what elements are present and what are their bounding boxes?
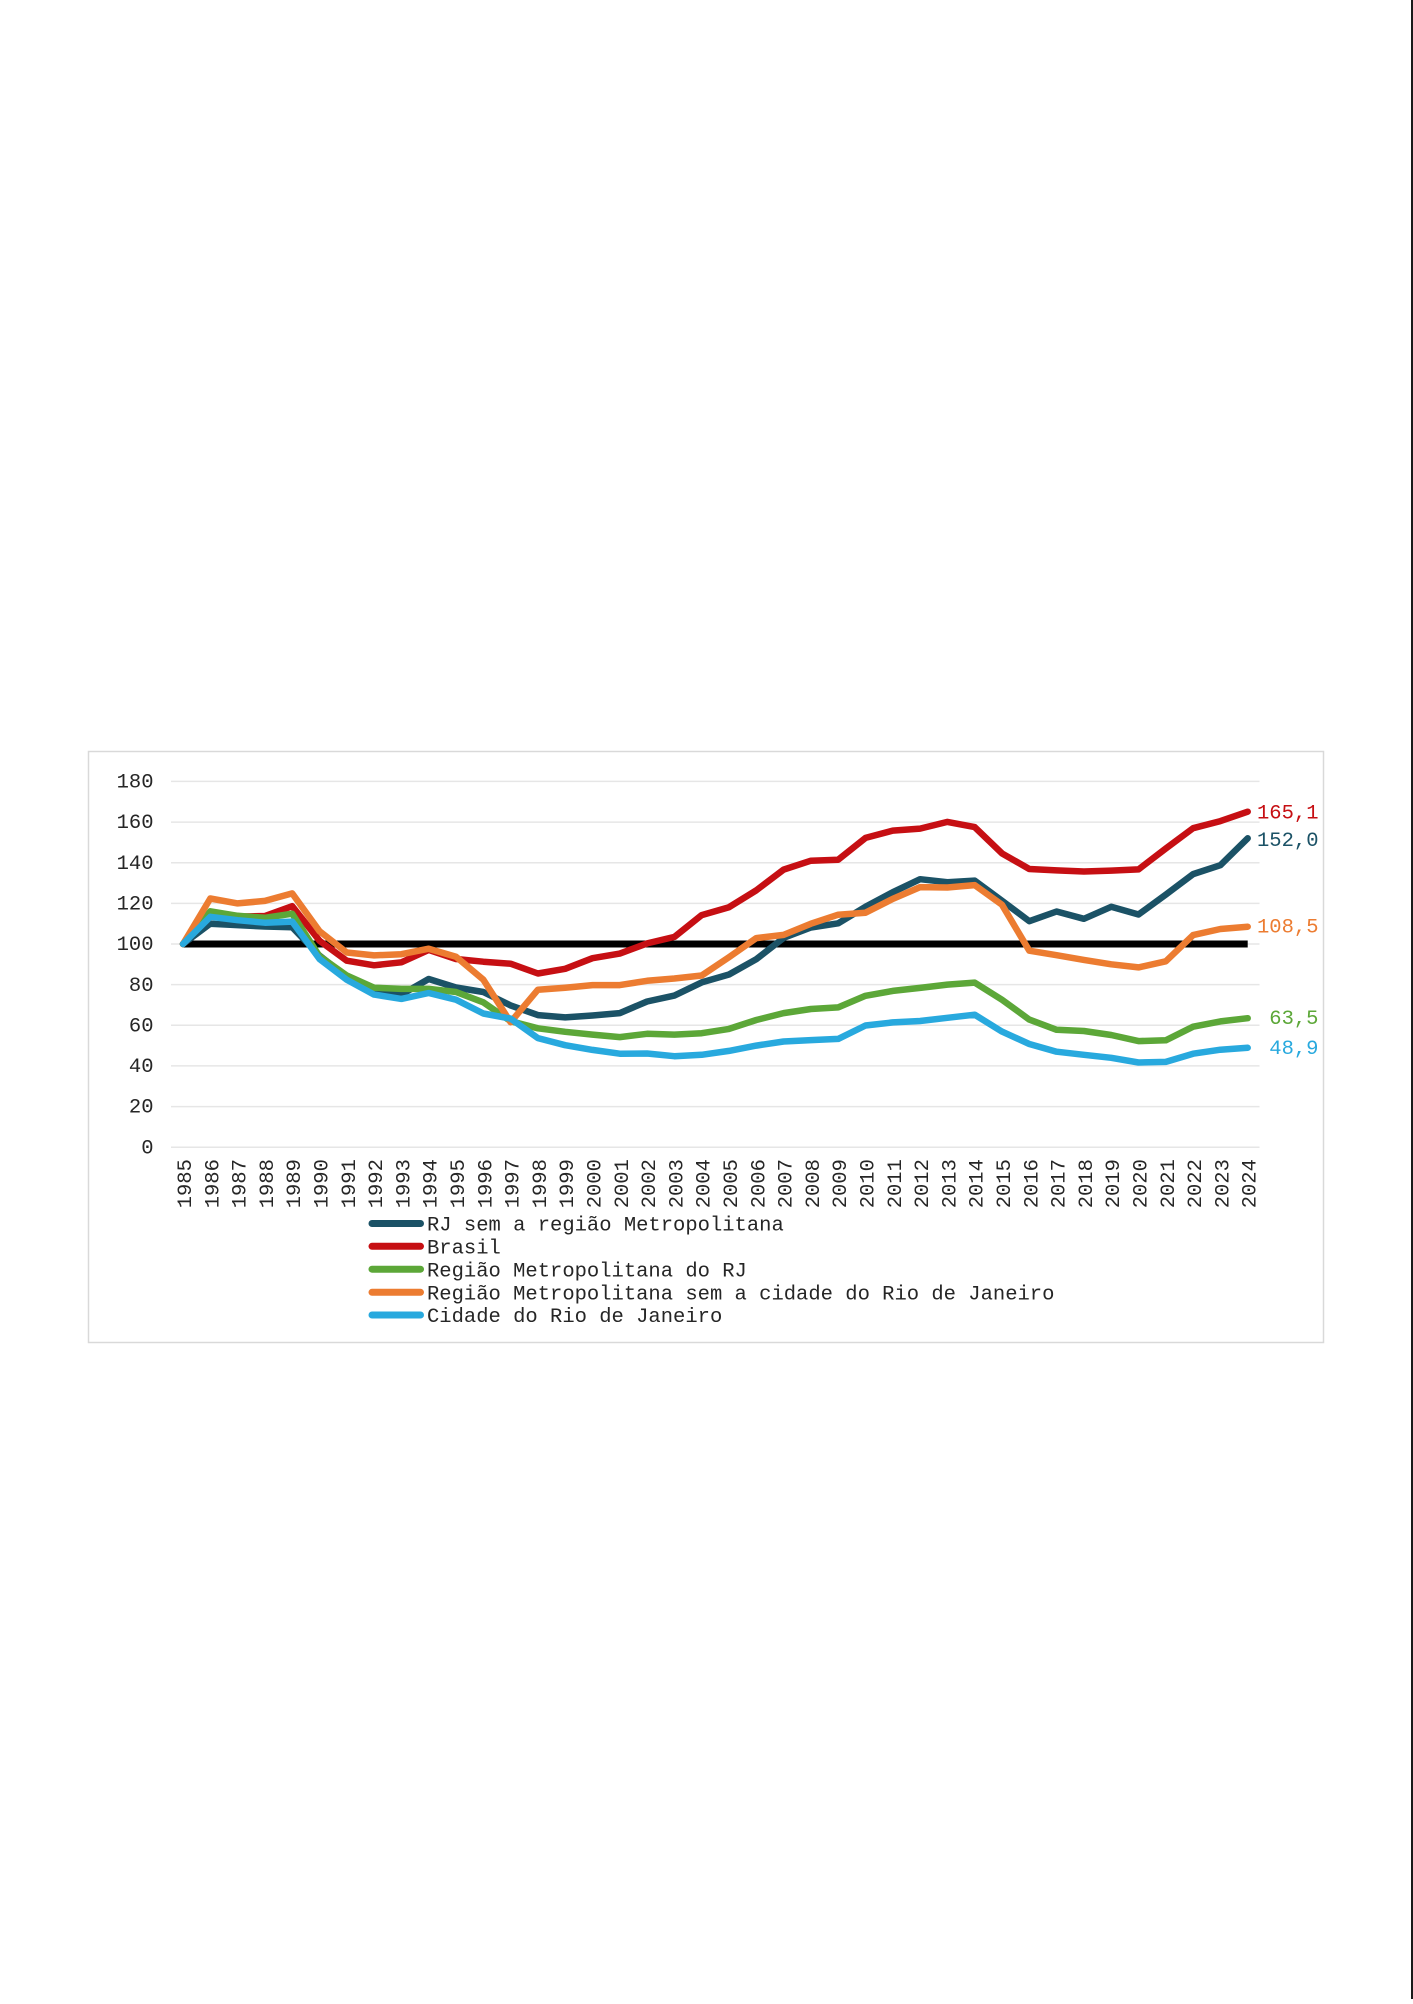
svg-text:1993: 1993 — [393, 1159, 416, 1208]
svg-text:1989: 1989 — [284, 1159, 307, 1208]
svg-text:2017: 2017 — [1049, 1159, 1072, 1208]
svg-text:2012: 2012 — [912, 1159, 935, 1208]
svg-text:1988: 1988 — [257, 1159, 280, 1208]
svg-text:Região Metropolitana sem a cid: Região Metropolitana sem a cidade do Rio… — [427, 1283, 1054, 1306]
svg-text:2005: 2005 — [721, 1159, 744, 1208]
svg-text:180: 180 — [117, 772, 154, 795]
svg-text:60: 60 — [129, 1015, 154, 1038]
svg-text:Cidade do Rio de Janeiro: Cidade do Rio de Janeiro — [427, 1306, 722, 1329]
svg-text:1997: 1997 — [503, 1159, 526, 1208]
svg-text:0: 0 — [141, 1137, 153, 1160]
svg-text:1987: 1987 — [230, 1159, 253, 1208]
svg-text:2001: 2001 — [612, 1159, 635, 1208]
svg-text:1991: 1991 — [339, 1159, 362, 1208]
svg-text:80: 80 — [129, 975, 154, 998]
svg-text:152,0: 152,0 — [1257, 830, 1319, 853]
svg-text:48,9: 48,9 — [1269, 1038, 1318, 1061]
svg-text:108,5: 108,5 — [1257, 917, 1319, 940]
svg-text:1996: 1996 — [475, 1159, 498, 1208]
svg-text:2004: 2004 — [694, 1159, 717, 1208]
svg-text:1999: 1999 — [557, 1159, 580, 1208]
svg-text:63,5: 63,5 — [1269, 1008, 1318, 1031]
svg-text:140: 140 — [117, 853, 154, 876]
svg-text:2024: 2024 — [1240, 1159, 1263, 1208]
svg-text:2013: 2013 — [939, 1159, 962, 1208]
svg-text:1990: 1990 — [311, 1159, 334, 1208]
svg-text:2003: 2003 — [666, 1159, 689, 1208]
svg-text:2000: 2000 — [584, 1159, 607, 1208]
svg-text:2015: 2015 — [994, 1159, 1017, 1208]
svg-text:20: 20 — [129, 1097, 154, 1120]
svg-text:1995: 1995 — [448, 1159, 471, 1208]
svg-text:2023: 2023 — [1212, 1159, 1235, 1208]
svg-text:RJ sem a região Metropolitana: RJ sem a região Metropolitana — [427, 1215, 784, 1238]
svg-text:2011: 2011 — [885, 1159, 908, 1208]
svg-text:2008: 2008 — [803, 1159, 826, 1208]
svg-text:2009: 2009 — [830, 1159, 853, 1208]
svg-text:40: 40 — [129, 1056, 154, 1079]
svg-text:120: 120 — [117, 894, 154, 917]
svg-text:2002: 2002 — [639, 1159, 662, 1208]
svg-text:1986: 1986 — [202, 1159, 225, 1208]
svg-text:2016: 2016 — [1021, 1159, 1044, 1208]
svg-text:2014: 2014 — [967, 1159, 990, 1208]
svg-text:1992: 1992 — [366, 1159, 389, 1208]
svg-text:2006: 2006 — [748, 1159, 771, 1208]
svg-text:2020: 2020 — [1130, 1159, 1153, 1208]
svg-text:160: 160 — [117, 812, 154, 835]
svg-text:2022: 2022 — [1185, 1159, 1208, 1208]
svg-text:1985: 1985 — [175, 1159, 198, 1208]
svg-text:2021: 2021 — [1158, 1159, 1181, 1208]
svg-text:2018: 2018 — [1076, 1159, 1099, 1208]
svg-text:165,1: 165,1 — [1257, 803, 1319, 826]
svg-text:2007: 2007 — [776, 1159, 799, 1208]
svg-text:1994: 1994 — [421, 1159, 444, 1208]
svg-text:Região Metropolitana do RJ: Região Metropolitana do RJ — [427, 1260, 747, 1283]
svg-text:1998: 1998 — [530, 1159, 553, 1208]
svg-text:100: 100 — [117, 934, 154, 957]
svg-text:2010: 2010 — [857, 1159, 880, 1208]
svg-text:Brasil: Brasil — [427, 1237, 501, 1260]
svg-text:2019: 2019 — [1103, 1159, 1126, 1208]
